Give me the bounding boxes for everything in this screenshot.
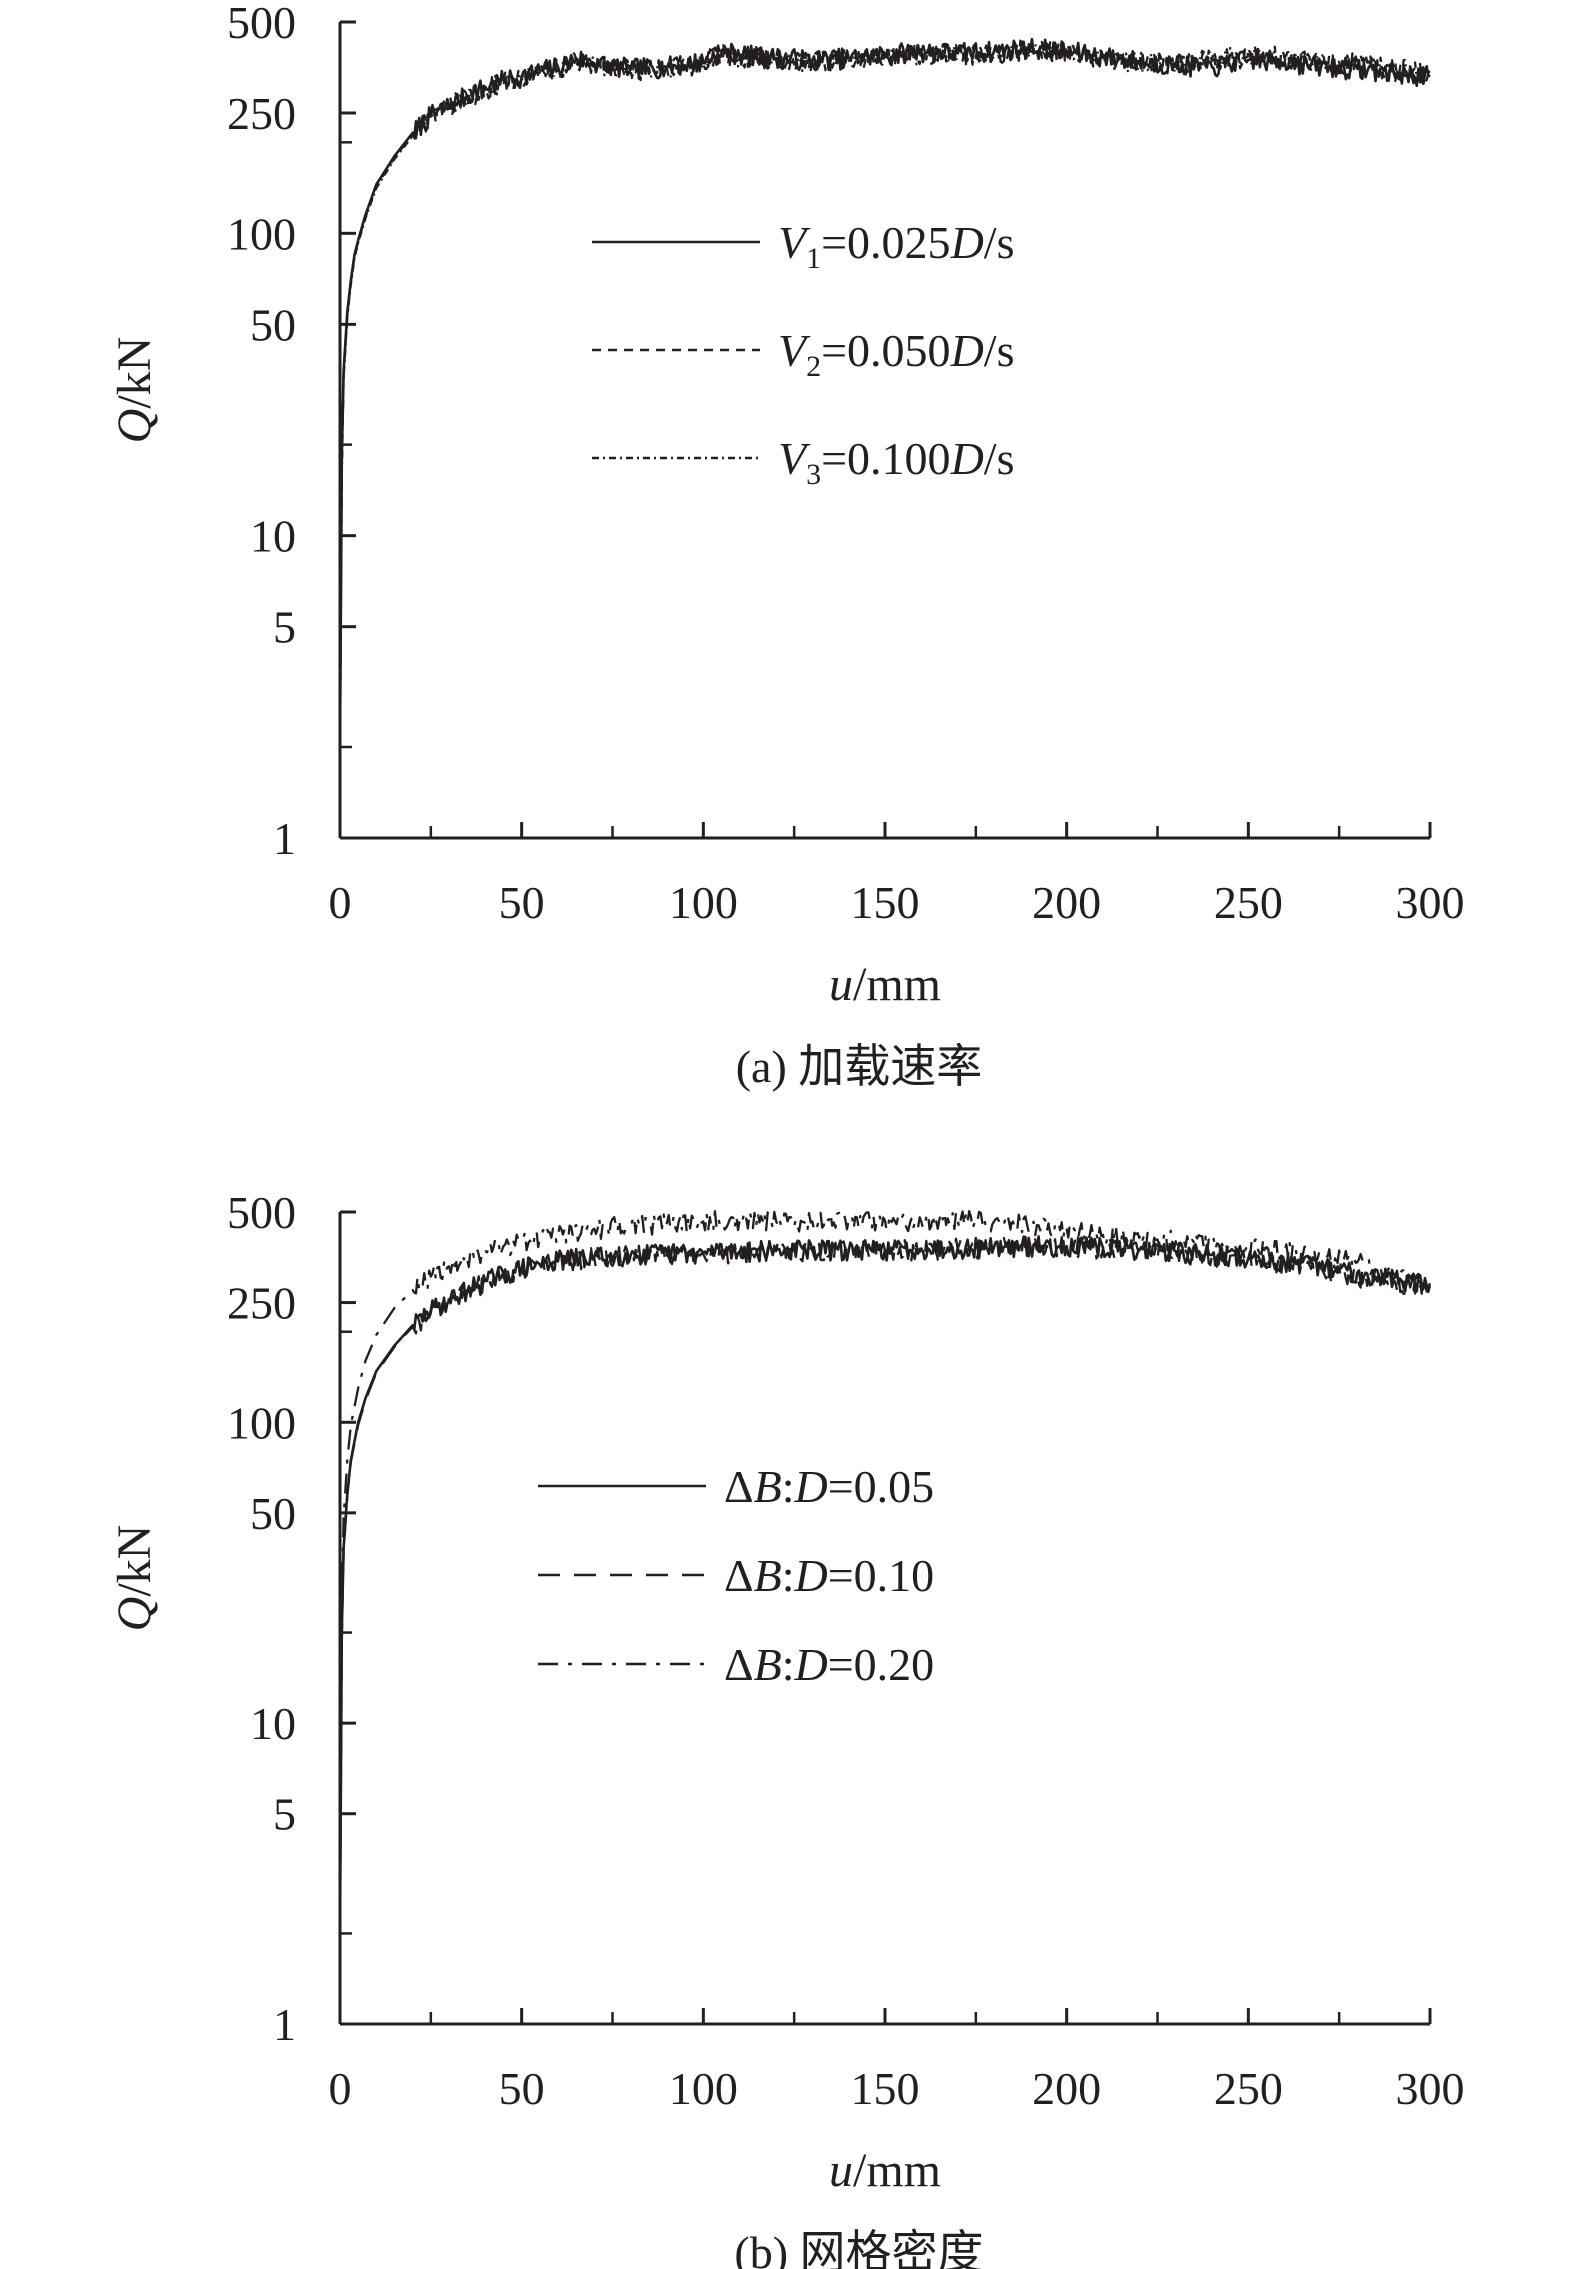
legend-subscript: 2 xyxy=(806,350,821,383)
y-axis-title-var: Q xyxy=(108,1597,161,1632)
y-axis-title: Q/kN xyxy=(108,1525,161,1632)
y-tick-label: 500 xyxy=(227,0,296,48)
legend-value: =0.025 xyxy=(821,217,950,268)
chart-panel-a: 1 5 10 50 100 250 500 0 50 100 150 200 250 300 u/mm Q/k… xyxy=(0,0,1575,1134)
legend-var: V xyxy=(778,217,811,268)
legend-label-2: V2=0.050D/s xyxy=(778,325,1014,383)
legend-delta: Δ xyxy=(724,1461,754,1512)
legend-label-3: ΔB:D=0.20 xyxy=(724,1639,934,1690)
legend-value: =0.10 xyxy=(828,1550,934,1601)
y-tick-label: 500 xyxy=(227,1187,296,1238)
legend-colon: : xyxy=(782,1461,795,1512)
y-axis-title-unit: /kN xyxy=(108,337,161,409)
legend-unit: /s xyxy=(984,217,1015,268)
legend-delta: Δ xyxy=(724,1550,754,1601)
y-tick-label: 5 xyxy=(273,602,296,653)
series-line-1 xyxy=(338,37,1431,748)
legend-var-b: B xyxy=(754,1461,782,1512)
legend-label-1: V1=0.025D/s xyxy=(778,217,1014,275)
legend-label-1: ΔB:D=0.05 xyxy=(724,1461,934,1512)
x-tick-label: 0 xyxy=(329,2063,352,2114)
chart-a-svg: 1 5 10 50 100 250 500 0 50 100 150 200 250 300 u/mm Q/k… xyxy=(108,0,1465,1092)
legend-label-3: V3=0.100D/s xyxy=(778,433,1014,491)
legend-colon: : xyxy=(782,1639,795,1690)
y-tick-label: 100 xyxy=(227,208,296,259)
legend-var-d: D xyxy=(793,1461,827,1512)
legend-colon: : xyxy=(782,1550,795,1601)
x-tick-label: 250 xyxy=(1214,877,1283,928)
chart-caption: (b) 网格密度 xyxy=(734,2227,983,2269)
y-tick-label: 250 xyxy=(227,88,296,139)
legend-value: =0.050 xyxy=(821,325,950,376)
x-axis-title-unit: /mm xyxy=(853,958,941,1011)
chart-b-svg: 1 5 10 50 100 250 500 0 50 100 150 200 250 300 u/mm Q/k… xyxy=(108,1187,1465,2269)
legend-value: =0.05 xyxy=(828,1461,934,1512)
legend-var-d: D xyxy=(793,1639,827,1690)
y-tick-label: 250 xyxy=(227,1278,296,1329)
y-tick-label: 50 xyxy=(250,299,296,350)
series-line-2 xyxy=(338,39,1431,748)
x-axis-title: u/mm xyxy=(829,2144,941,2197)
series-line-3 xyxy=(338,1209,1432,1934)
legend-value: =0.20 xyxy=(828,1639,934,1690)
x-tick-label: 50 xyxy=(499,877,545,928)
legend-var: V xyxy=(778,433,811,484)
x-tick-label: 200 xyxy=(1032,877,1101,928)
y-tick-label: 100 xyxy=(227,1397,296,1448)
x-tick-label: 100 xyxy=(669,2063,738,2114)
x-tick-label: 50 xyxy=(499,2063,545,2114)
x-tick-label: 200 xyxy=(1032,2063,1101,2114)
legend-value: =0.100 xyxy=(821,433,950,484)
y-axis-title-var: Q xyxy=(108,409,161,444)
legend-subscript: 1 xyxy=(806,242,821,275)
x-axis-title-var: u xyxy=(829,958,853,1011)
legend-unit: /s xyxy=(984,325,1015,376)
legend-delta: Δ xyxy=(724,1639,754,1690)
legend-label-2: ΔB:D=0.10 xyxy=(724,1550,934,1601)
legend-var-d: D xyxy=(950,325,984,376)
x-tick-label: 0 xyxy=(329,877,352,928)
x-tick-label: 150 xyxy=(851,2063,920,2114)
series-line-3 xyxy=(338,40,1431,748)
chart-panel-b: 1 5 10 50 100 250 500 0 50 100 150 200 250 300 u/mm Q/k… xyxy=(0,1134,1575,2269)
y-tick-label: 5 xyxy=(273,1789,296,1840)
y-axis-title-unit: /kN xyxy=(108,1525,161,1597)
y-tick-label: 1 xyxy=(273,813,296,864)
x-axis-title-var: u xyxy=(829,2144,853,2197)
y-tick-label: 10 xyxy=(250,1698,296,1749)
x-tick-label: 300 xyxy=(1396,2063,1465,2114)
chart-caption: (a) 加载速率 xyxy=(736,1041,983,1092)
y-tick-label: 10 xyxy=(250,511,296,562)
y-tick-label: 1 xyxy=(273,1999,296,2050)
legend-var-b: B xyxy=(754,1550,782,1601)
legend: V1=0.025D/sV2=0.050D/sV3=0.100D/s xyxy=(592,217,1014,491)
legend-var-d: D xyxy=(950,217,984,268)
legend-var-d: D xyxy=(950,433,984,484)
legend-var-b: B xyxy=(754,1639,782,1690)
legend-var-d: D xyxy=(793,1550,827,1601)
legend-unit: /s xyxy=(984,433,1015,484)
x-tick-label: 100 xyxy=(669,877,738,928)
legend-var: V xyxy=(778,325,811,376)
x-tick-label: 150 xyxy=(851,877,920,928)
y-tick-label: 50 xyxy=(250,1488,296,1539)
x-tick-label: 300 xyxy=(1396,877,1465,928)
y-axis-title: Q/kN xyxy=(108,337,161,444)
x-axis-title: u/mm xyxy=(829,958,941,1011)
x-tick-label: 250 xyxy=(1214,2063,1283,2114)
x-axis-title-unit: /mm xyxy=(853,2144,941,2197)
legend-subscript: 3 xyxy=(806,458,821,491)
